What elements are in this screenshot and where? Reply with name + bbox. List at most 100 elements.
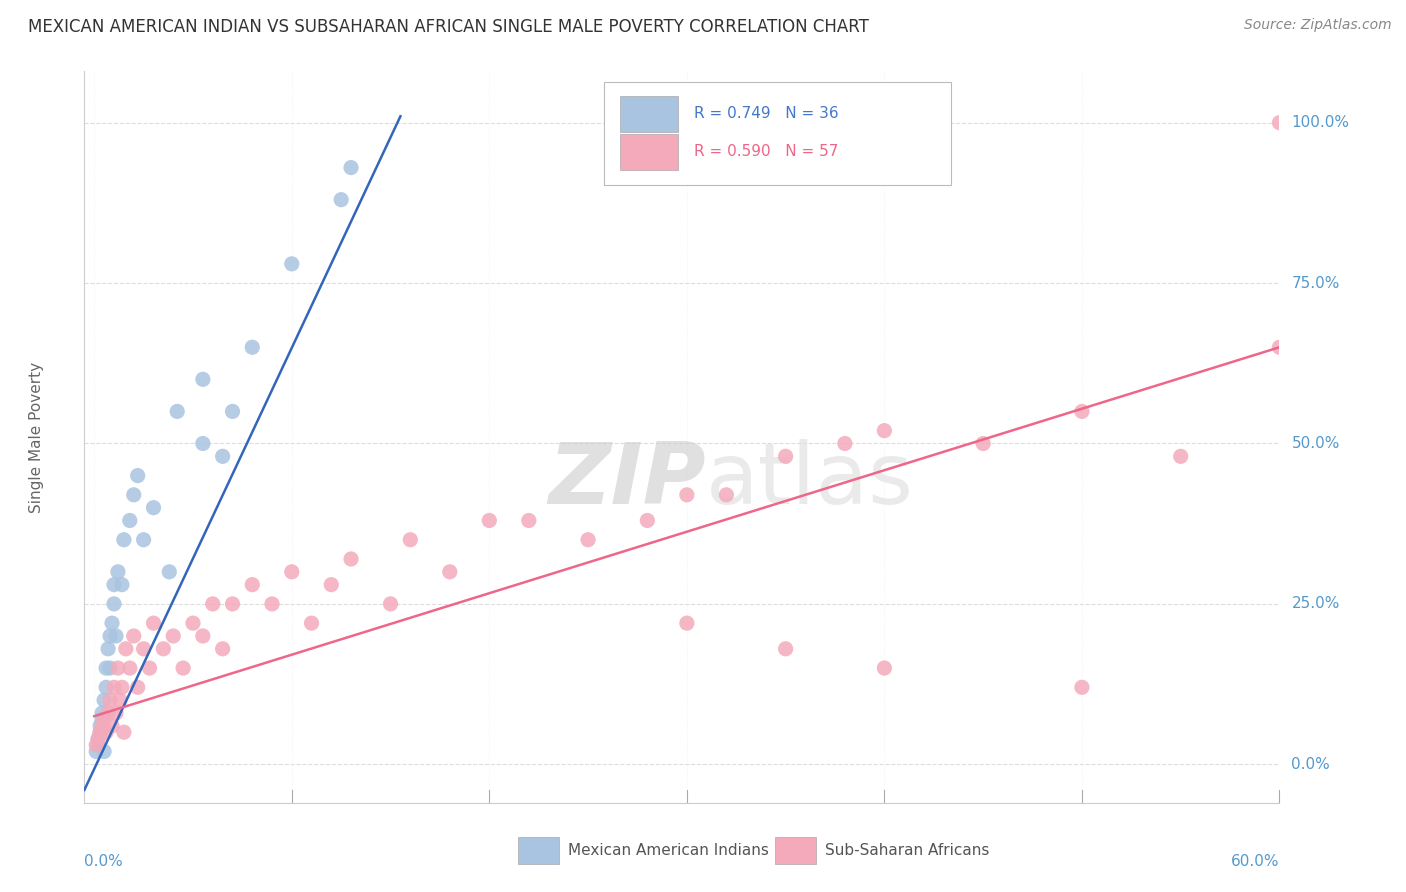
Point	[112, 725, 135, 739]
Point	[211, 450, 233, 464]
Point	[107, 565, 129, 579]
Point	[84, 744, 107, 758]
Point	[873, 661, 896, 675]
Point	[89, 725, 111, 739]
Point	[1268, 340, 1291, 354]
Text: MEXICAN AMERICAN INDIAN VS SUBSAHARAN AFRICAN SINGLE MALE POVERTY CORRELATION CH: MEXICAN AMERICAN INDIAN VS SUBSAHARAN AF…	[28, 18, 869, 36]
Point	[281, 257, 304, 271]
Point	[94, 681, 117, 695]
Point	[676, 616, 699, 631]
Point	[191, 436, 214, 450]
Text: 0.0%: 0.0%	[1291, 756, 1330, 772]
Text: atlas: atlas	[706, 440, 914, 523]
Point	[138, 661, 160, 675]
Point	[301, 616, 323, 631]
Point	[972, 436, 994, 450]
Point	[221, 597, 243, 611]
Text: 50.0%: 50.0%	[1291, 436, 1340, 451]
Text: 75.0%: 75.0%	[1291, 276, 1340, 291]
Point	[321, 577, 343, 591]
Point	[191, 372, 214, 386]
Point	[112, 533, 135, 547]
Point	[93, 744, 115, 758]
Point	[118, 661, 141, 675]
Point	[330, 193, 353, 207]
Point	[1071, 404, 1094, 418]
Point	[340, 552, 363, 566]
Point	[221, 404, 243, 418]
Point	[775, 450, 797, 464]
Text: 25.0%: 25.0%	[1291, 597, 1340, 611]
Point	[104, 629, 127, 643]
Point	[111, 577, 134, 591]
Point	[211, 641, 233, 656]
Point	[281, 565, 304, 579]
Point	[132, 533, 155, 547]
Point	[775, 641, 797, 656]
Point	[104, 706, 127, 720]
Text: 0.0%: 0.0%	[84, 854, 124, 869]
Point	[93, 693, 115, 707]
Point	[576, 533, 599, 547]
Point	[439, 565, 461, 579]
Point	[132, 641, 155, 656]
Point	[162, 629, 184, 643]
Point	[181, 616, 204, 631]
Point	[260, 597, 283, 611]
Point	[676, 488, 699, 502]
Point	[118, 514, 141, 528]
Point	[340, 161, 363, 175]
Point	[517, 514, 540, 528]
Point	[142, 616, 165, 631]
Point	[84, 738, 107, 752]
Point	[191, 629, 214, 643]
Point	[636, 514, 658, 528]
Point	[172, 661, 194, 675]
Point	[108, 693, 131, 707]
Point	[97, 706, 120, 720]
Point	[103, 577, 125, 591]
Text: R = 0.749   N = 36: R = 0.749 N = 36	[695, 106, 838, 121]
Point	[111, 681, 134, 695]
FancyBboxPatch shape	[620, 134, 678, 169]
Point	[89, 725, 111, 739]
Point	[201, 597, 224, 611]
Point	[101, 719, 124, 733]
Point	[1268, 116, 1291, 130]
Point	[98, 629, 121, 643]
Point	[98, 693, 121, 707]
Point	[122, 629, 145, 643]
Text: Single Male Poverty: Single Male Poverty	[30, 361, 44, 513]
Point	[94, 661, 117, 675]
Point	[157, 565, 180, 579]
Point	[87, 731, 110, 746]
Point	[87, 738, 110, 752]
Point	[115, 641, 138, 656]
Point	[716, 488, 738, 502]
Text: Sub-Saharan Africans: Sub-Saharan Africans	[825, 843, 990, 858]
Point	[94, 725, 117, 739]
FancyBboxPatch shape	[519, 838, 558, 863]
Point	[127, 468, 149, 483]
Point	[166, 404, 188, 418]
Text: Mexican American Indians: Mexican American Indians	[568, 843, 769, 858]
Point	[91, 712, 114, 726]
Point	[103, 681, 125, 695]
FancyBboxPatch shape	[775, 838, 815, 863]
Point	[103, 597, 125, 611]
Point	[142, 500, 165, 515]
Point	[1071, 681, 1094, 695]
Text: 100.0%: 100.0%	[1291, 115, 1350, 130]
Point	[399, 533, 422, 547]
Point	[98, 661, 121, 675]
Text: R = 0.590   N = 57: R = 0.590 N = 57	[695, 145, 838, 160]
Point	[97, 641, 120, 656]
Point	[478, 514, 501, 528]
Point	[834, 436, 856, 450]
Text: 60.0%: 60.0%	[1232, 854, 1279, 869]
Point	[873, 424, 896, 438]
Point	[380, 597, 402, 611]
Point	[89, 719, 111, 733]
Point	[152, 641, 174, 656]
Point	[101, 616, 124, 631]
